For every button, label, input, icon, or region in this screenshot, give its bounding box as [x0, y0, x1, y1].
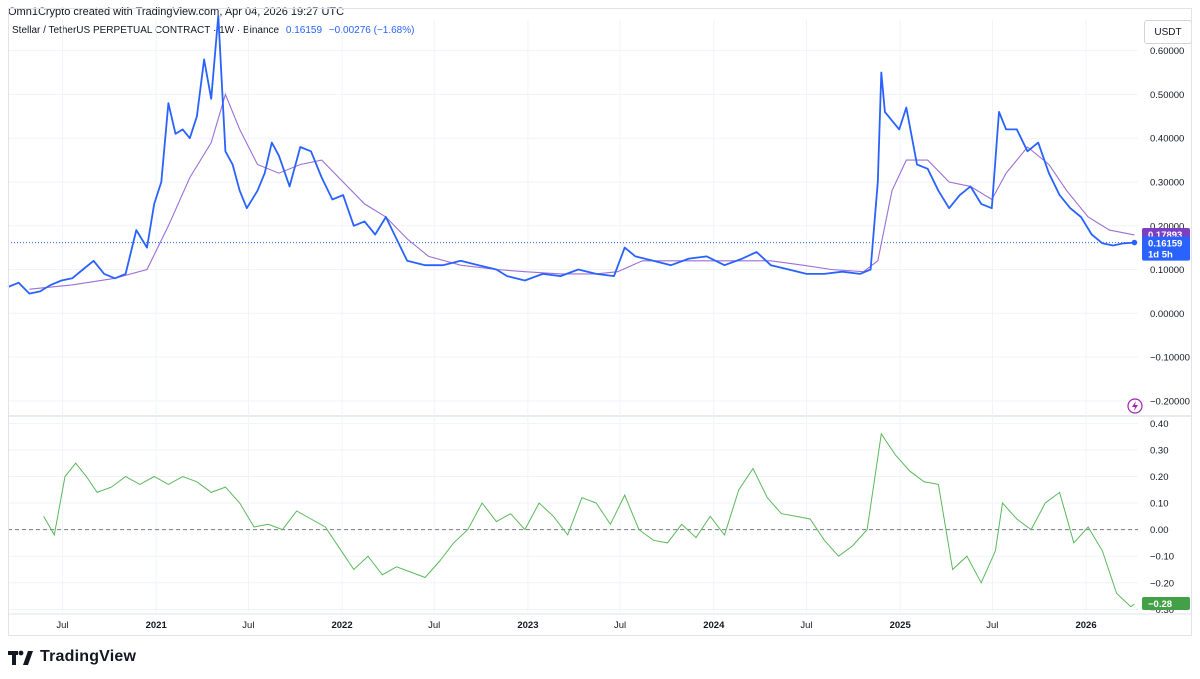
- moving-average-line: [29, 92, 1135, 290]
- brand-name: TradingView: [40, 648, 137, 665]
- grid: [8, 20, 1192, 615]
- osc-tick-label: 0.40: [1150, 419, 1169, 430]
- lightning-icon[interactable]: [1127, 398, 1143, 414]
- price-tick-label: −0.10000: [1150, 353, 1190, 364]
- last-price-tag-text: 0.16159: [1148, 239, 1182, 250]
- time-tick-label: Jul: [800, 620, 812, 631]
- osc-tick-label: 0.00: [1150, 525, 1169, 536]
- time-tick-label: 2024: [703, 620, 725, 631]
- time-tick-label: Jul: [614, 620, 626, 631]
- osc-tick-label: −0.10: [1150, 552, 1174, 563]
- price-line: [7, 14, 1135, 295]
- osc-tick-label: 0.20: [1150, 472, 1169, 483]
- currency-button[interactable]: USDT: [1144, 20, 1192, 44]
- time-tick-label: 2022: [331, 620, 352, 631]
- ma-price-tag-text: 0.17893: [1148, 230, 1182, 241]
- last-price-dot: [1131, 239, 1138, 246]
- osc-tick-label: −0.20: [1150, 578, 1174, 589]
- lightning-icon-glyph: [1132, 401, 1138, 411]
- oscillator-value-tag-text: −0.28: [1148, 599, 1172, 610]
- tradingview-logo[interactable]: TradingView: [8, 648, 136, 666]
- price-tick-label: 0.40000: [1150, 134, 1184, 145]
- last-price-tag-text: 1d 5h: [1148, 250, 1173, 261]
- time-tick-label: Jul: [986, 620, 998, 631]
- price-panel: [7, 14, 1138, 295]
- chart-credit: Omn1Crypto created with TradingView.com,…: [8, 6, 345, 18]
- time-axis: Jul 2021 Jul 2022 Jul 2023 Jul 2024 Jul 2025 Jul 20…: [56, 620, 1096, 631]
- time-tick-label: Jul: [242, 620, 254, 631]
- last-price-tag-bg: [1142, 236, 1190, 261]
- legend-change: −0.00276 (−1.68%): [328, 25, 415, 36]
- price-tick-label: 0.20000: [1150, 221, 1184, 232]
- time-tick-label: Jul: [56, 620, 68, 631]
- legend-price: 0.16159: [285, 25, 323, 36]
- oscillator-line: [43, 432, 1135, 608]
- osc-tick-label: 0.30: [1150, 445, 1169, 456]
- price-tick-label: 0.00000: [1150, 309, 1184, 320]
- tradingview-logo-icon: [8, 650, 33, 665]
- price-tick-label: 0.10000: [1150, 265, 1184, 276]
- time-tick-label: 2021: [146, 620, 168, 631]
- symbol-title: Stellar / TetherUS PERPETUAL CONTRACT · …: [12, 25, 280, 36]
- price-tick-label: −0.20000: [1150, 396, 1190, 407]
- price-tick-label: 0.30000: [1150, 177, 1184, 188]
- price-axis: 0.600000.500000.400000.300000.200000.100…: [1150, 46, 1190, 616]
- time-tick-label: 2026: [1075, 620, 1096, 631]
- osc-tick-label: −0.30: [1150, 605, 1174, 616]
- oscillator-value-tag-bg: [1142, 597, 1190, 611]
- time-tick-label: 2023: [517, 620, 538, 631]
- osc-tick-label: 0.10: [1150, 499, 1169, 510]
- time-tick-label: Jul: [428, 620, 440, 631]
- price-tick-label: 0.60000: [1150, 46, 1184, 57]
- time-tick-label: 2025: [890, 620, 912, 631]
- oscillator-panel: [8, 432, 1138, 608]
- price-tick-label: 0.50000: [1150, 90, 1184, 101]
- symbol-legend[interactable]: Stellar / TetherUS PERPETUAL CONTRACT · …: [12, 25, 414, 36]
